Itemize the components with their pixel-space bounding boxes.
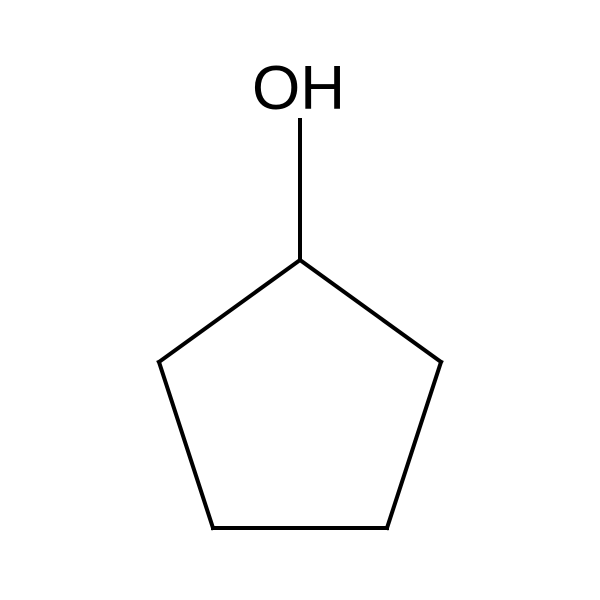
bond: [300, 260, 441, 362]
bond: [387, 362, 441, 528]
molecule-diagram: OH: [0, 0, 600, 600]
bond: [159, 260, 300, 362]
bonds-group: [159, 120, 441, 528]
atom-label: OH: [252, 54, 345, 123]
bond: [159, 362, 213, 528]
labels-group: OH: [252, 54, 345, 123]
